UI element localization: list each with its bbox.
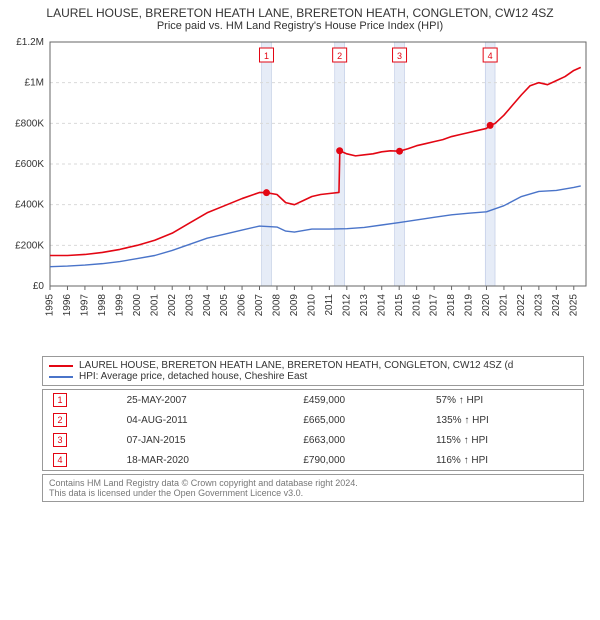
svg-text:1999: 1999 (114, 294, 125, 317)
chart-title: LAUREL HOUSE, BRERETON HEATH LANE, BRERE… (8, 6, 592, 20)
sale-vs-hpi: 116% HPI (426, 450, 584, 471)
sale-price: £665,000 (293, 410, 426, 430)
svg-text:2020: 2020 (481, 294, 492, 317)
svg-text:2025: 2025 (568, 294, 579, 317)
svg-text:£800K: £800K (15, 118, 44, 129)
svg-text:2016: 2016 (411, 294, 422, 317)
svg-text:£1M: £1M (25, 78, 44, 89)
table-row: 1 25-MAY-2007£459,00057% HPI (43, 390, 584, 411)
svg-text:2017: 2017 (429, 294, 440, 317)
figure-container: LAUREL HOUSE, BRERETON HEATH LANE, BRERE… (0, 0, 600, 506)
svg-text:2006: 2006 (237, 294, 248, 317)
sale-marker-box: 1 (53, 393, 67, 407)
sale-date: 07-JAN-2015 (117, 430, 294, 450)
sale-date: 18-MAR-2020 (117, 450, 294, 471)
svg-text:2018: 2018 (446, 294, 457, 317)
arrow-up-icon (464, 435, 469, 446)
svg-text:£400K: £400K (15, 200, 44, 211)
svg-text:£1.2M: £1.2M (16, 37, 44, 48)
svg-text:2023: 2023 (534, 294, 545, 317)
sale-date: 04-AUG-2011 (117, 410, 294, 430)
svg-text:1998: 1998 (97, 294, 108, 317)
svg-text:2002: 2002 (167, 294, 178, 317)
svg-text:£600K: £600K (15, 159, 44, 170)
svg-text:2015: 2015 (394, 294, 405, 317)
legend-label: HPI: Average price, detached house, Ches… (79, 371, 307, 382)
legend-box: LAUREL HOUSE, BRERETON HEATH LANE, BRERE… (42, 356, 584, 386)
sale-date: 25-MAY-2007 (117, 390, 294, 411)
svg-text:2021: 2021 (499, 294, 510, 317)
svg-text:1997: 1997 (80, 294, 91, 317)
svg-text:2000: 2000 (132, 294, 143, 317)
svg-text:2010: 2010 (307, 294, 318, 317)
svg-text:4: 4 (488, 51, 493, 61)
svg-text:2014: 2014 (376, 294, 387, 317)
sale-price: £459,000 (293, 390, 426, 411)
chart-area: £0 £200K £400K £600K £800K £1M £1.2M 1995 1996 19… (8, 36, 592, 356)
svg-text:2005: 2005 (219, 294, 230, 317)
svg-text:2009: 2009 (289, 294, 300, 317)
svg-text:£200K: £200K (15, 240, 44, 251)
table-row: 2 04-AUG-2011£665,000135% HPI (43, 410, 584, 430)
legend-row: LAUREL HOUSE, BRERETON HEATH LANE, BRERE… (49, 360, 577, 371)
svg-text:2008: 2008 (272, 294, 283, 317)
sale-marker-box: 3 (53, 433, 67, 447)
svg-text:2003: 2003 (184, 294, 195, 317)
arrow-up-icon (464, 415, 469, 426)
footer-line-1: Contains HM Land Registry data © Crown c… (49, 478, 577, 488)
sale-marker-box: 4 (53, 453, 67, 467)
sale-vs-hpi: 115% HPI (426, 430, 584, 450)
svg-text:2012: 2012 (341, 294, 352, 317)
sale-vs-hpi: 57% HPI (426, 390, 584, 411)
sale-marker-box: 2 (53, 413, 67, 427)
svg-text:2024: 2024 (551, 294, 562, 317)
svg-text:1995: 1995 (45, 294, 56, 317)
legend-label: LAUREL HOUSE, BRERETON HEATH LANE, BRERE… (79, 360, 513, 371)
svg-text:2001: 2001 (149, 294, 160, 317)
svg-text:2022: 2022 (516, 294, 527, 317)
footer-line-2: This data is licensed under the Open Gov… (49, 488, 577, 498)
sale-price: £663,000 (293, 430, 426, 450)
legend-row: HPI: Average price, detached house, Ches… (49, 371, 577, 382)
svg-text:2004: 2004 (202, 294, 213, 317)
svg-text:1: 1 (264, 51, 269, 61)
table-row: 3 07-JAN-2015£663,000115% HPI (43, 430, 584, 450)
sale-vs-hpi: 135% HPI (426, 410, 584, 430)
sale-price: £790,000 (293, 450, 426, 471)
svg-text:2019: 2019 (464, 294, 475, 317)
svg-text:£0: £0 (33, 281, 45, 292)
sales-table: 125-MAY-2007£459,00057% HPI204-AUG-2011£… (42, 389, 584, 471)
svg-text:2007: 2007 (254, 294, 265, 317)
svg-text:2013: 2013 (359, 294, 370, 317)
arrow-up-icon (459, 395, 464, 406)
legend-swatch (49, 365, 73, 367)
legend-swatch (49, 376, 73, 378)
arrow-up-icon (464, 455, 469, 466)
svg-text:3: 3 (397, 51, 402, 61)
attribution-footer: Contains HM Land Registry data © Crown c… (42, 474, 584, 502)
svg-text:2011: 2011 (324, 294, 335, 316)
table-row: 4 18-MAR-2020£790,000116% HPI (43, 450, 584, 471)
chart-subtitle: Price paid vs. HM Land Registry's House … (8, 20, 592, 32)
chart-svg: £0 £200K £400K £600K £800K £1M £1.2M 1995 1996 19… (8, 36, 592, 356)
svg-text:2: 2 (337, 51, 342, 61)
svg-text:1996: 1996 (62, 294, 73, 317)
